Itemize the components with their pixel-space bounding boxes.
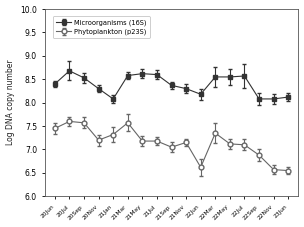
Legend: Microorganisms (16S), Phytoplankton (p23S): Microorganisms (16S), Phytoplankton (p23… [53,16,150,38]
Y-axis label: Log DNA copy number: Log DNA copy number [5,60,15,146]
